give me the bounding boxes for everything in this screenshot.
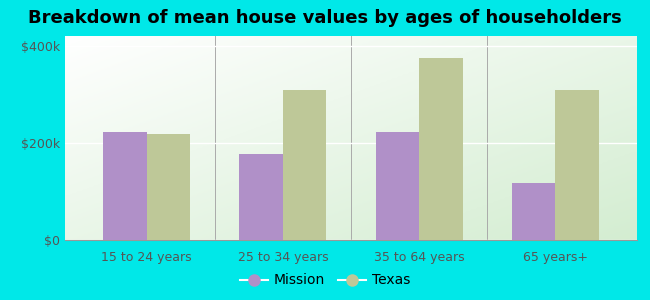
Bar bbox=[376, 132, 419, 240]
Bar bbox=[512, 183, 555, 240]
Text: 35 to 64 years: 35 to 64 years bbox=[374, 251, 464, 265]
Bar bbox=[419, 58, 463, 240]
Bar bbox=[147, 134, 190, 240]
Text: 25 to 34 years: 25 to 34 years bbox=[238, 251, 328, 265]
Text: 65 years+: 65 years+ bbox=[523, 251, 588, 265]
Bar bbox=[555, 90, 599, 240]
Bar bbox=[239, 154, 283, 240]
Bar bbox=[283, 90, 326, 240]
Legend: Mission, Texas: Mission, Texas bbox=[235, 268, 415, 293]
Text: Breakdown of mean house values by ages of householders: Breakdown of mean house values by ages o… bbox=[28, 9, 622, 27]
Bar bbox=[103, 132, 147, 240]
Text: 15 to 24 years: 15 to 24 years bbox=[101, 251, 192, 265]
